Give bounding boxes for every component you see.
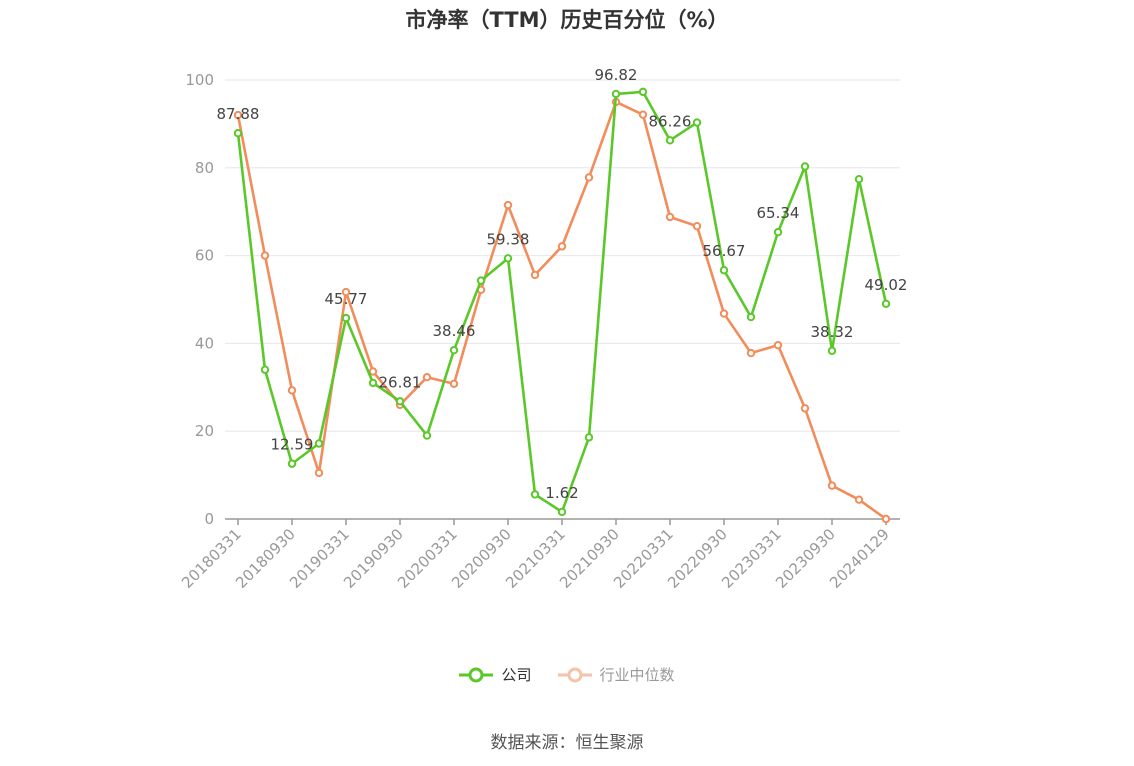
legend-label-industry-median: 行业中位数: [599, 666, 675, 684]
data-point: [692, 118, 702, 127]
legend-line-marker-icon: [557, 667, 592, 682]
legend-item-industry-median[interactable]: 行业中位数: [557, 664, 675, 685]
data-point: [314, 468, 324, 478]
data-point: [314, 439, 324, 448]
data-label: 38.46: [433, 322, 476, 340]
data-label: 1.62: [545, 484, 578, 502]
data-point: [638, 87, 648, 97]
data-point: [584, 173, 594, 182]
data-point: [422, 431, 432, 440]
data-label: 96.82: [595, 66, 638, 84]
data-label: 56.67: [703, 242, 746, 260]
data-point: [233, 129, 243, 138]
data-point: [800, 162, 810, 171]
data-point: [854, 175, 864, 184]
data-point: [260, 251, 270, 260]
data-point: [368, 378, 378, 388]
data-point: [692, 221, 702, 231]
chart-title: 市净率（TTM）历史百分位（%）: [405, 8, 729, 32]
data-point: [260, 365, 270, 374]
data-point: [233, 110, 243, 120]
data-point: [395, 397, 405, 406]
data-label: 49.02: [865, 276, 908, 294]
data-point: [557, 507, 567, 517]
data-point: [719, 266, 729, 275]
source-note: 数据来源：恒生聚源: [490, 733, 644, 753]
data-point: [773, 227, 783, 237]
data-label: 59.38: [487, 230, 530, 248]
data-label: 45.77: [325, 290, 368, 308]
data-point: [881, 299, 891, 309]
data-point: [341, 313, 351, 323]
data-label: 86.26: [649, 112, 692, 130]
data-point: [800, 404, 810, 413]
y-tick-label: 60: [195, 247, 214, 265]
data-point: [530, 490, 540, 499]
data-point: [287, 386, 297, 395]
data-point: [827, 481, 837, 490]
x-tick-label: 20240129: [826, 525, 893, 592]
series-line-1: [236, 100, 887, 521]
data-point: [287, 459, 297, 468]
y-tick-label: 40: [195, 334, 214, 352]
axis-layer: 0204060801002018033120180930201903312019…: [178, 71, 900, 592]
data-point: [611, 89, 621, 99]
data-point: [854, 495, 864, 504]
data-label: 38.32: [811, 323, 854, 341]
data-label: 26.81: [379, 373, 422, 391]
data-label-layer: 87.88 12.59 45.77 26.81 38.46 59.38 1.62 96.82 8…: [217, 66, 908, 502]
data-point: [503, 200, 513, 210]
data-point: [476, 276, 486, 285]
data-point: [638, 110, 648, 119]
data-point: [557, 242, 567, 251]
y-tick-label: 20: [195, 422, 214, 440]
legend-label-company: 公司: [501, 666, 532, 684]
data-point: [449, 345, 459, 355]
legend-line-marker-icon: [459, 667, 494, 682]
data-point: [665, 212, 675, 222]
data-point: [746, 348, 756, 358]
data-point: [881, 514, 891, 524]
data-point: [530, 270, 540, 280]
y-tick-label: 0: [204, 510, 214, 528]
data-point: [503, 254, 513, 263]
data-label: 65.34: [757, 204, 800, 222]
data-point: [341, 287, 351, 297]
data-point: [827, 346, 837, 355]
legend-item-company[interactable]: 公司: [459, 664, 532, 685]
data-point: [746, 312, 756, 322]
y-tick-label: 100: [185, 71, 214, 89]
data-label: 87.88: [217, 105, 260, 123]
data-point: [584, 433, 594, 442]
data-point: [422, 373, 432, 382]
data-point: [773, 340, 783, 350]
data-label: 12.59: [271, 436, 314, 454]
data-point: [449, 379, 459, 388]
data-point: [665, 136, 675, 145]
data-point: [368, 367, 378, 376]
data-point: [719, 309, 729, 318]
y-tick-label: 80: [195, 159, 214, 177]
legend: 公司 行业中位数: [0, 664, 1134, 685]
grid-layer: [225, 79, 900, 432]
series-layer: [233, 87, 891, 524]
